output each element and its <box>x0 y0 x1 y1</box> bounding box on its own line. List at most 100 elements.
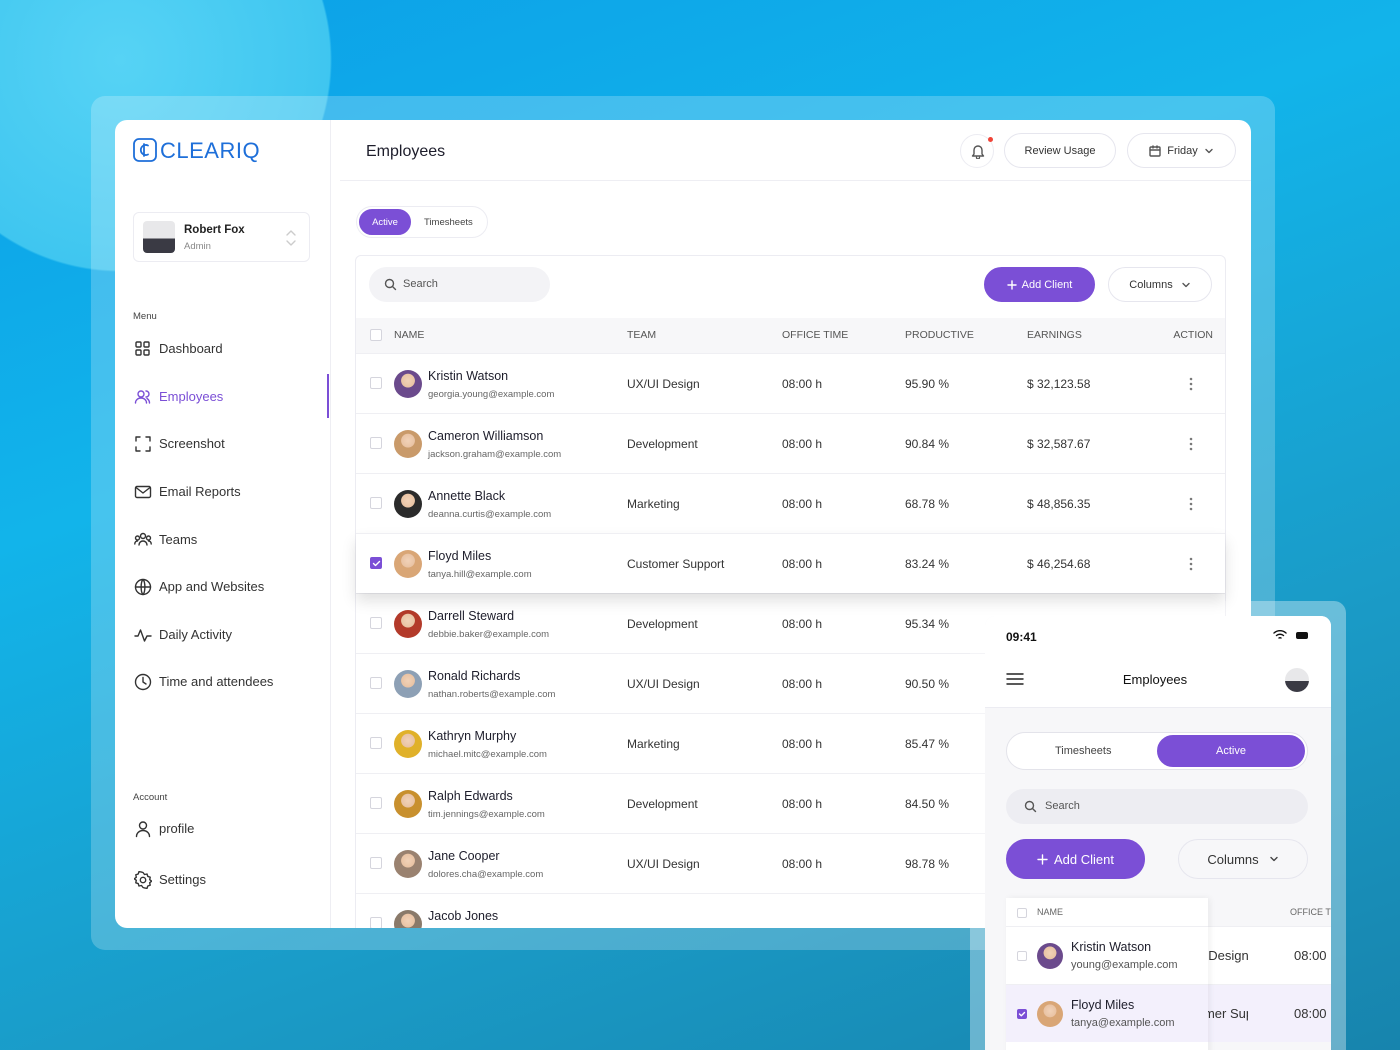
cell-office-time: 08:00 h <box>782 377 823 391</box>
table-row[interactable]: Floyd Miles tanya.hill@example.com Custome… <box>356 533 1225 593</box>
wifi-icon <box>1273 630 1287 639</box>
employee-name: Kathryn Murphy <box>428 729 517 743</box>
column-header: PRODUCTIVE <box>905 329 974 341</box>
tab-active[interactable]: Active <box>359 209 411 235</box>
checkbox[interactable] <box>370 497 382 509</box>
employee-name: Floyd Miles <box>1071 998 1135 1012</box>
employee-email: jackson.graham@example.com <box>428 449 562 460</box>
column-header: ACTION <box>1173 329 1213 341</box>
search-input[interactable]: Search <box>1006 789 1308 824</box>
search-input[interactable]: Search <box>369 267 550 302</box>
column-header: TEAM <box>627 329 657 341</box>
employee-email: nathan.roberts@example.com <box>428 689 556 700</box>
checkbox[interactable] <box>370 617 382 629</box>
table-row[interactable]: Cameron Williamson jackson.graham@example… <box>356 413 1225 473</box>
cell-office-time: 08:00 h <box>782 557 823 571</box>
menu-icon <box>134 532 152 546</box>
employee-name: Darrell Steward <box>428 609 515 623</box>
sidebar-divider <box>330 120 331 928</box>
add-client-button[interactable]: Add Client <box>984 267 1095 302</box>
cell-productive: 68.78 % <box>905 497 950 511</box>
column-header: NAME <box>1037 907 1064 917</box>
tab[interactable]: Timesheets <box>1055 745 1112 757</box>
row-actions <box>1189 557 1193 571</box>
checkbox[interactable] <box>1017 908 1027 918</box>
menu-item[interactable]: Screenshot <box>159 436 225 451</box>
button-label: Add Client <box>1021 278 1073 291</box>
name-cell: Floyd Miles tanya@example.com <box>1006 984 1208 1042</box>
user-card[interactable]: Robert Fox Admin <box>133 212 310 262</box>
menu-item[interactable]: Dashboard <box>159 341 223 356</box>
cell-office-time: 08:00 h <box>782 437 823 451</box>
cell-productive: 95.90 % <box>905 377 950 391</box>
cell-team: Marketing <box>627 737 680 751</box>
bell-icon <box>971 145 985 159</box>
plus-icon <box>1006 279 1017 290</box>
row-actions <box>1189 497 1193 511</box>
cell-productive: 85.47 % <box>905 737 950 751</box>
menu-item[interactable]: Time and attendees <box>159 674 274 689</box>
table-row[interactable]: Annette Black deanna.curtis@example.com Ma… <box>356 473 1225 533</box>
name-cell: Kristin Watson young@example.com <box>1006 926 1208 984</box>
notification-dot <box>988 137 993 142</box>
checkbox[interactable] <box>370 557 382 569</box>
employee-name: Jane Cooper <box>428 849 500 863</box>
cell-team: Development <box>627 437 698 451</box>
checkbox[interactable] <box>370 917 382 928</box>
menu-item[interactable]: Teams <box>159 532 198 547</box>
avatar <box>394 550 422 578</box>
tab[interactable]: Timesheets <box>424 217 473 228</box>
columns-dropdown[interactable]: Columns <box>1178 839 1308 879</box>
checkbox[interactable] <box>1017 951 1027 961</box>
mobile-title: Employees <box>1122 672 1188 687</box>
account-title: Account <box>133 792 168 803</box>
search-icon <box>384 278 397 291</box>
menu-item[interactable]: App and Websites <box>159 579 265 594</box>
add-client-button[interactable]: Add Client <box>1006 839 1145 879</box>
account-item[interactable]: profile <box>159 821 195 836</box>
mobile-header-bg <box>985 616 1331 708</box>
menu-icon <box>134 485 152 499</box>
cell-team: UX/UI Design <box>627 857 700 871</box>
checkbox[interactable] <box>370 857 382 869</box>
employee-email: michael.mitc@example.com <box>428 749 547 760</box>
table-header: NAME TEAM OFFICE TIME PRODUCTIVE EARNINGS ACT… <box>356 318 1225 353</box>
checkbox[interactable] <box>370 677 382 689</box>
column-header: NAME <box>394 329 425 341</box>
account-icon <box>134 871 152 889</box>
cell-team: Development <box>627 797 698 811</box>
employee-email: debbie.baker@example.com <box>428 629 550 640</box>
checkbox[interactable] <box>370 377 382 389</box>
menu-item[interactable]: Daily Activity <box>159 627 232 642</box>
cell-team: Development <box>627 617 698 631</box>
checkbox[interactable] <box>370 797 382 809</box>
columns-dropdown[interactable]: Columns <box>1108 267 1212 302</box>
employee-name: Ralph Edwards <box>428 789 513 803</box>
checkbox[interactable] <box>370 737 382 749</box>
row-actions <box>1189 377 1193 391</box>
user-chevrons <box>286 230 296 246</box>
table-row[interactable]: Kristin Watson georgia.young@example.com U… <box>356 353 1225 413</box>
menu-item[interactable]: Email Reports <box>159 484 241 499</box>
cell-productive: 90.50 % <box>905 677 950 691</box>
day-dropdown[interactable]: Friday <box>1127 133 1236 168</box>
column-header: OFFICE TIME <box>782 329 849 341</box>
cell-team: UX/UI Design <box>627 677 700 691</box>
cell-productive: 95.34 % <box>905 617 950 631</box>
menu-icon <box>134 390 151 404</box>
checkbox[interactable] <box>1017 1009 1027 1019</box>
account-item[interactable]: Settings <box>159 872 206 887</box>
avatar <box>394 610 422 638</box>
checkbox[interactable] <box>370 329 382 341</box>
employee-name: Floyd Miles <box>428 549 492 563</box>
check-icon <box>372 560 381 567</box>
button-label: Add Client <box>1054 851 1114 867</box>
tab-active[interactable]: Active <box>1157 735 1305 767</box>
menu-item[interactable]: Employees <box>159 389 224 404</box>
cell-earnings: $ 32,123.58 <box>1027 377 1091 391</box>
checkbox[interactable] <box>370 437 382 449</box>
notification-button[interactable] <box>960 134 994 168</box>
review-usage-button[interactable]: Review Usage <box>1004 133 1116 168</box>
avatar <box>394 790 422 818</box>
